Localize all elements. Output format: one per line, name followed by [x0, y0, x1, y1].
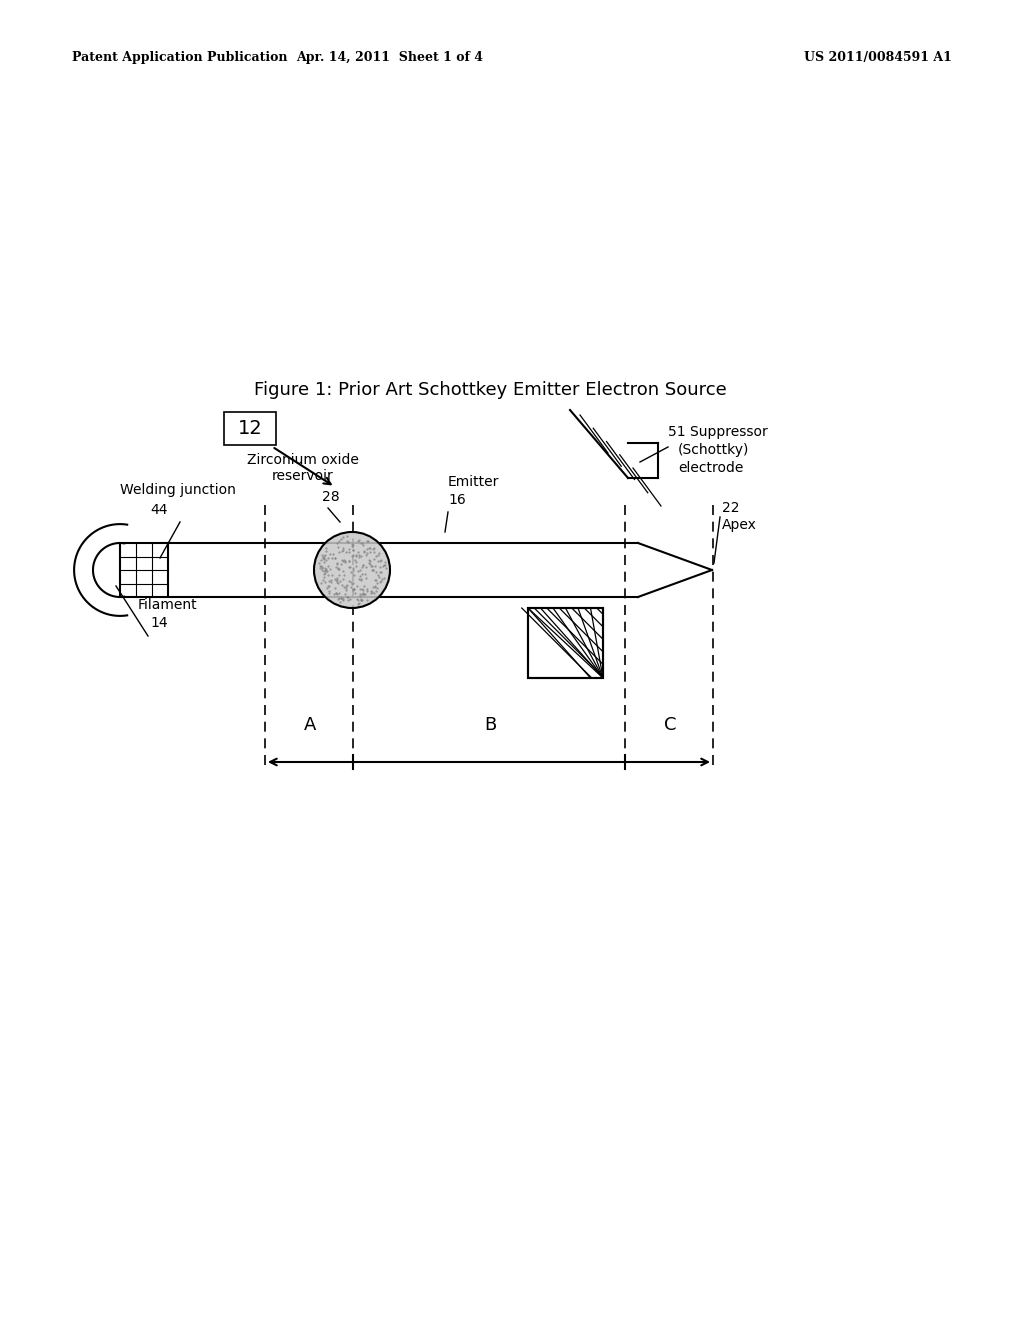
- Text: B: B: [484, 715, 496, 734]
- Circle shape: [314, 532, 390, 609]
- Text: 51 Suppressor: 51 Suppressor: [668, 425, 768, 440]
- Text: Apex: Apex: [722, 517, 757, 532]
- Bar: [120, 543, 168, 597]
- Text: A: A: [304, 715, 316, 734]
- Text: Welding junction: Welding junction: [120, 483, 236, 498]
- Text: 44: 44: [150, 503, 168, 517]
- Text: electrode: electrode: [678, 461, 743, 475]
- Text: Figure 1: Prior Art Schottkey Emitter Electron Source: Figure 1: Prior Art Schottkey Emitter El…: [254, 381, 726, 399]
- Text: Emitter: Emitter: [449, 475, 500, 488]
- Text: (Schottky): (Schottky): [678, 444, 750, 457]
- Text: Zirconium oxide
reservoir: Zirconium oxide reservoir: [247, 453, 359, 483]
- Text: C: C: [664, 715, 676, 734]
- Bar: [528, 609, 603, 678]
- Text: US 2011/0084591 A1: US 2011/0084591 A1: [804, 51, 952, 65]
- Bar: [224, 412, 276, 445]
- Text: Patent Application Publication: Patent Application Publication: [72, 51, 288, 65]
- Text: 12: 12: [238, 418, 262, 437]
- Text: Apr. 14, 2011  Sheet 1 of 4: Apr. 14, 2011 Sheet 1 of 4: [297, 51, 483, 65]
- Text: 28: 28: [322, 490, 340, 504]
- Text: 22: 22: [722, 502, 739, 515]
- Text: Filament: Filament: [138, 598, 198, 612]
- Bar: [528, 609, 603, 678]
- Text: 16: 16: [449, 492, 466, 507]
- Text: 14: 14: [150, 616, 168, 630]
